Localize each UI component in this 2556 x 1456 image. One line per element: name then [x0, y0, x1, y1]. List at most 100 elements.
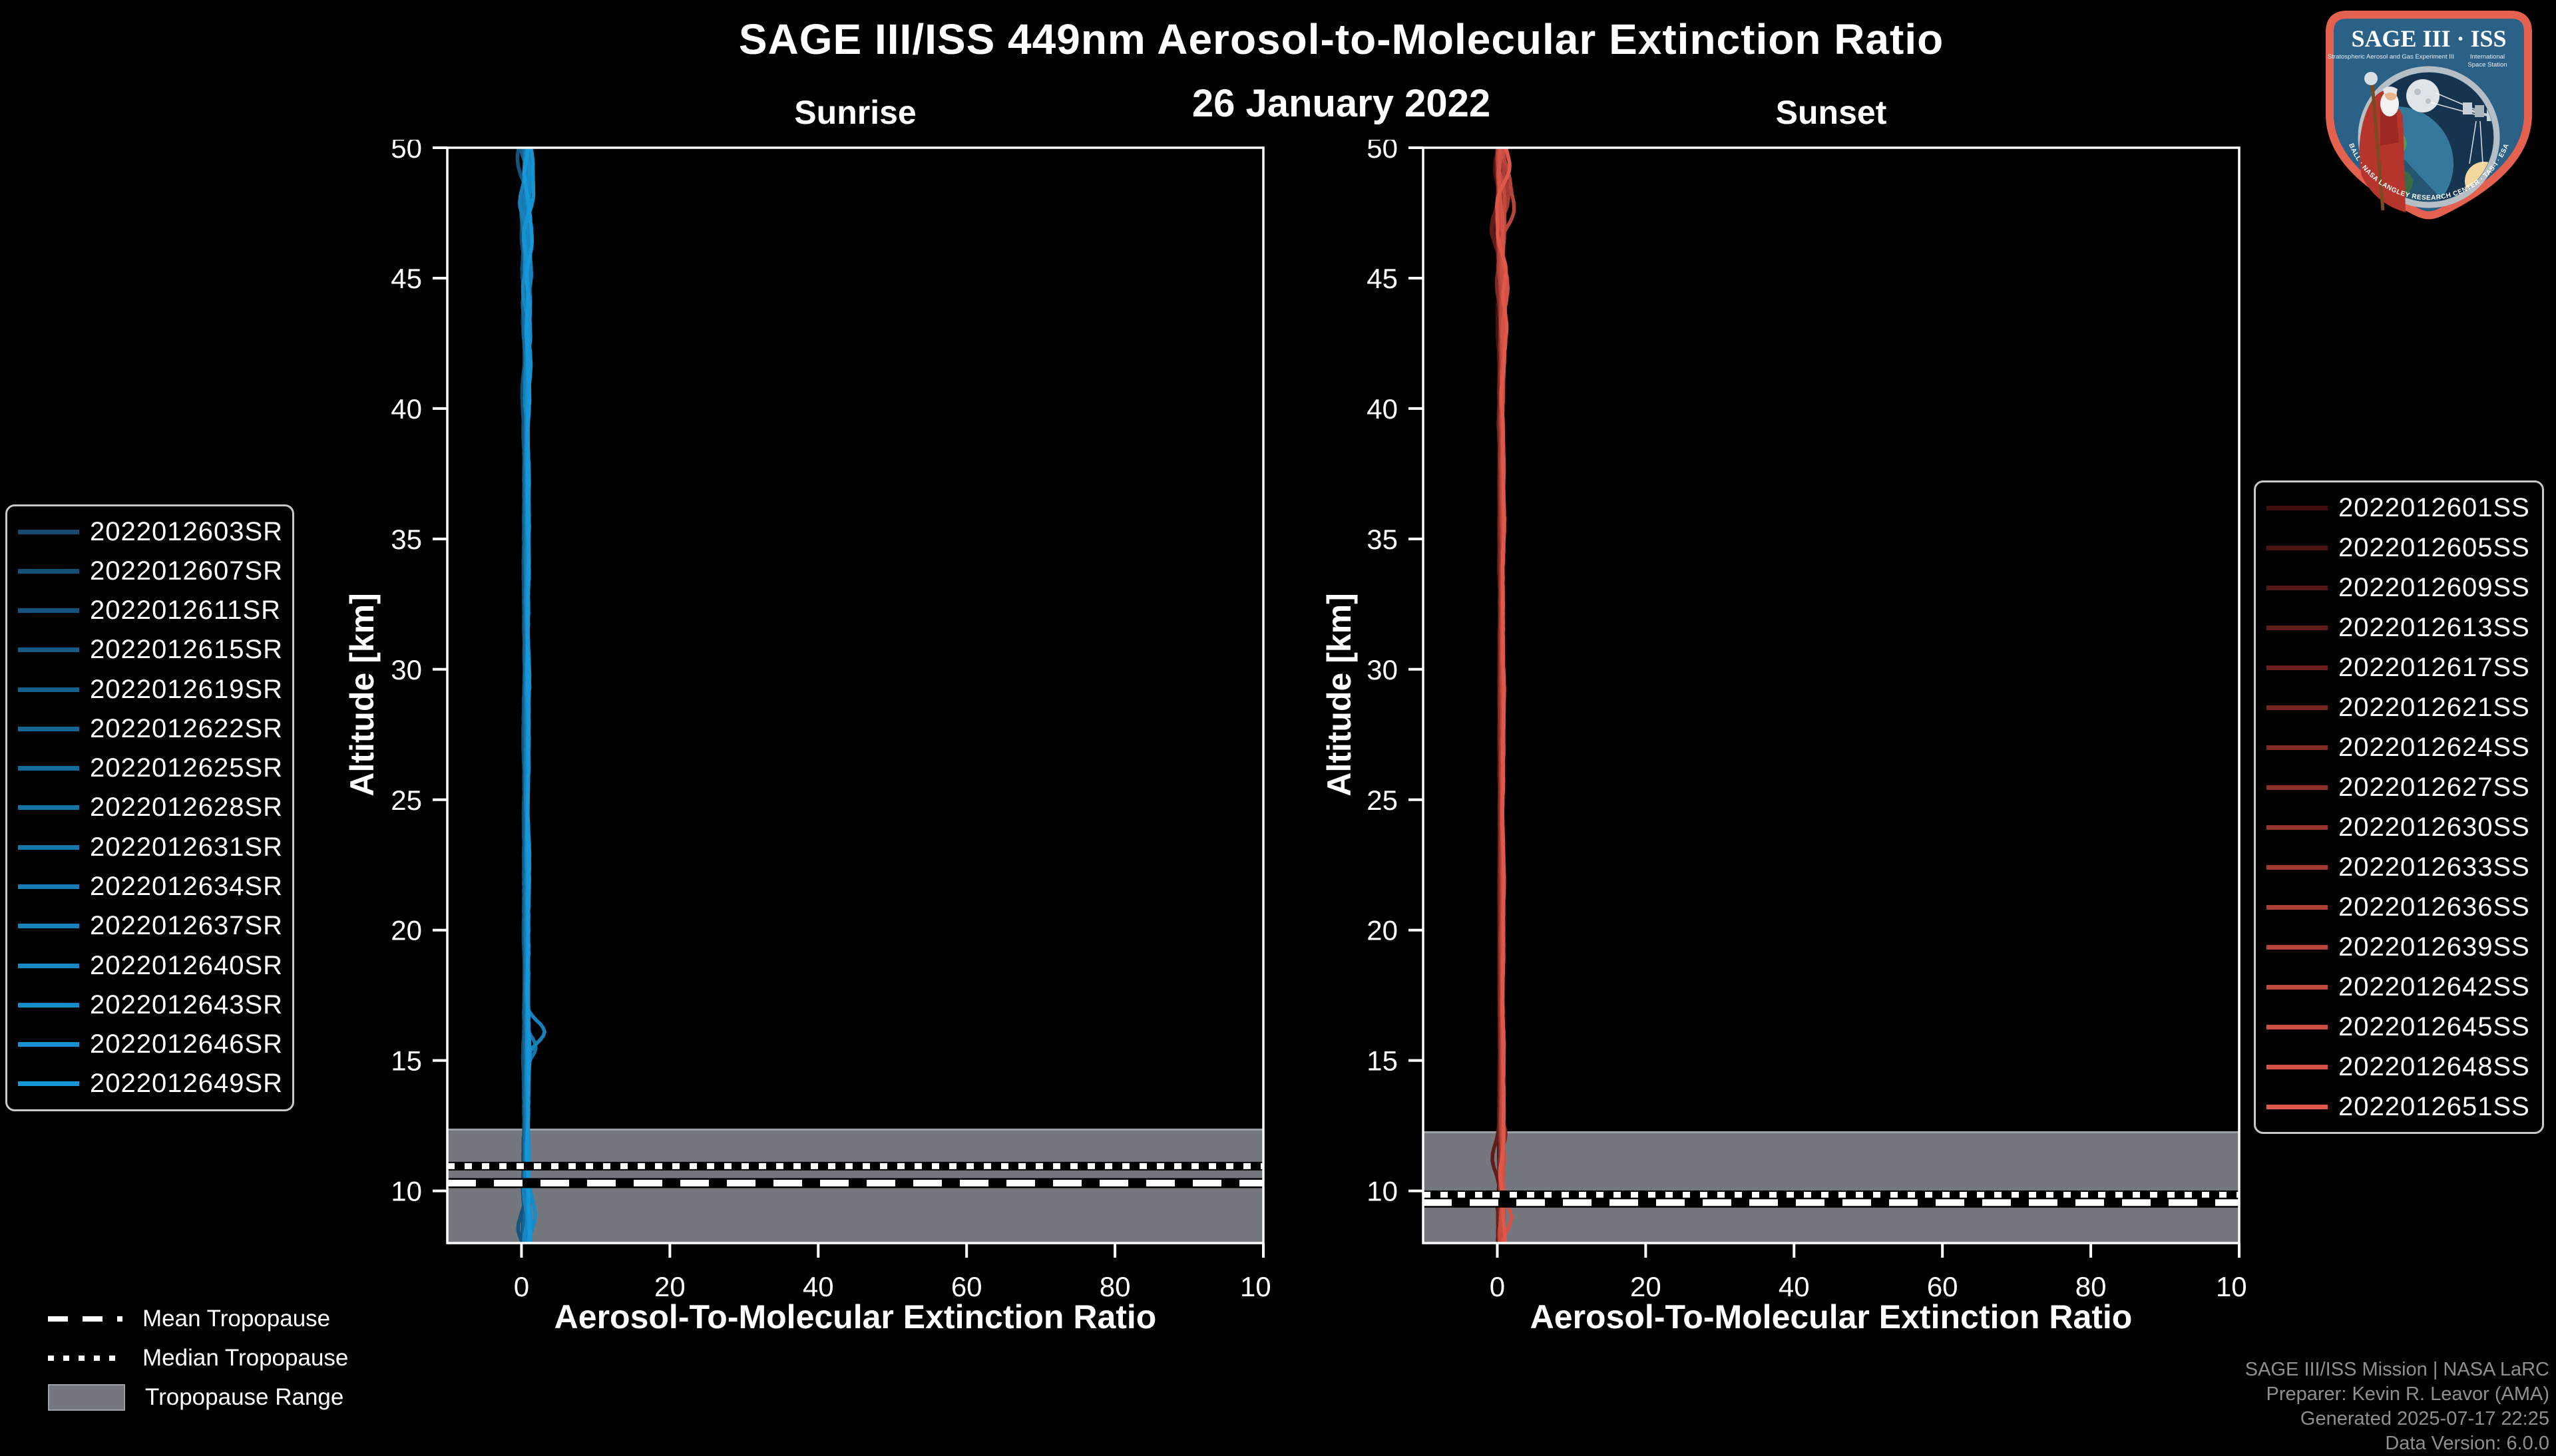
legend-line-icon: [18, 687, 79, 692]
y-tick-label: 50: [391, 140, 422, 164]
legend-line-icon: [2266, 904, 2328, 910]
x-tick-label: 100: [1240, 1271, 1271, 1302]
tropopause-legend: Mean Tropopause Median Tropopause Tropop…: [48, 1299, 348, 1417]
legend-line-icon: [2266, 625, 2328, 630]
legend-line-icon: [2266, 505, 2328, 510]
footer-preparer-line: Preparer: Kevin R. Leavor (AMA): [2266, 1383, 2549, 1405]
legend-line-icon: [2266, 864, 2328, 870]
legend-item-label: 2022012615SR: [90, 635, 284, 665]
legend-item-label: 2022012625SR: [90, 753, 284, 783]
legend-item-label: 2022012611SR: [90, 596, 282, 626]
dashed-line-icon: [48, 1316, 122, 1322]
y-tick-label: 40: [391, 393, 422, 425]
legend-line-icon: [18, 1002, 79, 1007]
legend-item-2022012617SS: 2022012617SS: [2266, 652, 2535, 682]
legend-item-label: 2022012633SS: [2338, 852, 2530, 882]
logo-title: SAGE III · ISS: [2351, 25, 2506, 52]
legend-line-icon: [2266, 585, 2328, 590]
legend-item-2022012646SR: 2022012646SR: [18, 1029, 286, 1059]
legend-item-label: 2022012617SS: [2338, 652, 2530, 682]
legend-item-label: 2022012619SR: [90, 674, 284, 704]
footer-version-line: Data Version: 6.0.0: [2385, 1433, 2549, 1455]
legend-line-icon: [18, 924, 79, 929]
plot-frame: [1422, 146, 2240, 1244]
legend-item-label: 2022012642SS: [2338, 972, 2530, 1001]
y-tick-label: 15: [391, 1045, 422, 1077]
legend-item-label: 2022012603SR: [90, 516, 284, 546]
logo-subtitle-right2: Space Station: [2467, 61, 2507, 69]
logo-subtitle-left: Stratospheric Aerosol and Gas Experiment…: [2328, 53, 2454, 61]
legend-line-icon: [2266, 1064, 2328, 1069]
legend-item-label: 2022012643SR: [90, 990, 284, 1019]
logo-subtitle-right1: International: [2470, 53, 2505, 61]
sunset-plot: 0 20 40 60 80 100 10 15 20 25 30 35 40 45 50: [1367, 140, 2247, 1302]
x-tick-label: 20: [1630, 1271, 1661, 1302]
legend-line-icon: [2266, 745, 2328, 750]
x-tick-label: 0: [1490, 1271, 1505, 1302]
legend-line-icon: [2266, 665, 2328, 670]
father-time-figure: [2359, 72, 2406, 212]
legend-item-2022012603SR: 2022012603SR: [18, 516, 286, 546]
profile-line-2022012649SR: [522, 148, 534, 1243]
x-tick-label: 20: [654, 1271, 686, 1302]
legend-item-label: 2022012613SS: [2338, 612, 2530, 642]
y-tick-label: 40: [1367, 393, 1398, 425]
legend-item-mean-tropopause: Mean Tropopause: [48, 1299, 348, 1338]
footer-generated-line: Generated 2025-07-17 22:25: [2300, 1408, 2549, 1430]
y-tick-label: 45: [1367, 263, 1398, 294]
y-tick-label: 20: [391, 915, 422, 946]
legend-item-2022012625SR: 2022012625SR: [18, 753, 286, 783]
legend-line-icon: [2266, 1104, 2328, 1109]
legend-item-2022012613SS: 2022012613SS: [2266, 612, 2535, 642]
legend-line-icon: [18, 766, 79, 771]
legend-line-icon: [2266, 984, 2328, 990]
legend-item-2022012605SS: 2022012605SS: [2266, 533, 2535, 562]
legend-item-2022012607SR: 2022012607SR: [18, 556, 286, 586]
legend-item-2022012645SS: 2022012645SS: [2266, 1011, 2535, 1041]
y-tick-label: 25: [1367, 785, 1398, 816]
legend-item-2022012622SR: 2022012622SR: [18, 714, 286, 743]
legend-item-label: 2022012648SS: [2338, 1051, 2530, 1081]
legend-item-2022012651SS: 2022012651SS: [2266, 1091, 2535, 1121]
x-tick-label: 0: [514, 1271, 529, 1302]
legend-line-icon: [2266, 944, 2328, 950]
legend-item-2022012611SR: 2022012611SR: [18, 596, 286, 626]
legend-item-label: 2022012609SS: [2338, 572, 2530, 602]
legend-item-2022012601SS: 2022012601SS: [2266, 492, 2535, 522]
legend-item-2022012627SS: 2022012627SS: [2266, 772, 2535, 802]
legend-item-2022012637SR: 2022012637SR: [18, 911, 286, 940]
legend-item-2022012640SR: 2022012640SR: [18, 951, 286, 980]
legend-line-icon: [2266, 824, 2328, 830]
x-tick-label: 80: [2075, 1271, 2107, 1302]
attribution-footer: SAGE III/ISS Mission | NASA LaRC Prepare…: [2245, 1358, 2549, 1456]
legend-item-label: 2022012627SS: [2338, 772, 2530, 802]
y-tick-label: 15: [1367, 1045, 1398, 1077]
panel-title-sunrise: Sunrise: [794, 94, 917, 131]
legend-item-label: 2022012634SR: [90, 872, 284, 902]
moon-icon: [2406, 79, 2440, 112]
x-tick-label: 100: [2216, 1271, 2247, 1302]
legend-line-icon: [18, 963, 79, 968]
x-tick-label: 60: [1927, 1271, 1958, 1302]
sunrise-plot: 0 20 40 60 80 100 10 15 20 25 30 35 40 45 50: [391, 140, 1271, 1302]
legend-item-label: 2022012636SS: [2338, 892, 2530, 922]
y-tick-label: 25: [391, 785, 422, 816]
legend-item-2022012648SS: 2022012648SS: [2266, 1051, 2535, 1081]
legend-item-label: 2022012645SS: [2338, 1011, 2530, 1041]
legend-item-2022012649SR: 2022012649SR: [18, 1069, 286, 1098]
sunset-event-legend: 2022012601SS 2022012605SS 2022012609SS 2022…: [2254, 480, 2544, 1134]
chart-title: SAGE III/ISS 449nm Aerosol-to-Molecular …: [738, 15, 1944, 63]
legend-line-icon: [18, 608, 79, 614]
legend-item-label: 2022012639SS: [2338, 932, 2530, 962]
moon-crater: [2426, 98, 2431, 104]
legend-line-icon: [2266, 1024, 2328, 1029]
x-tick-label: 80: [1100, 1271, 1131, 1302]
legend-item-label: 2022012621SS: [2338, 692, 2530, 722]
legend-item-label: 2022012601SS: [2338, 492, 2530, 522]
y-tick-label: 10: [391, 1176, 422, 1207]
legend-item-2022012634SR: 2022012634SR: [18, 872, 286, 902]
legend-item-label: 2022012651SS: [2338, 1091, 2530, 1121]
legend-line-icon: [2266, 545, 2328, 550]
x-axis-label-sunset: Aerosol-To-Molecular Extinction Ratio: [1530, 1298, 2133, 1336]
